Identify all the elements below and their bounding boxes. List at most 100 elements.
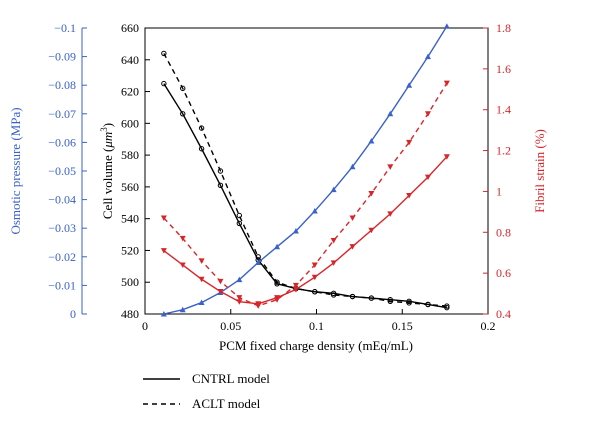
series-point-0 (236, 220, 243, 227)
series-point-4 (292, 282, 299, 289)
series-point-2 (330, 186, 337, 193)
series-point-2 (292, 228, 299, 234)
series-point-1 (406, 300, 412, 306)
series-point-2 (274, 243, 281, 250)
series-point-3 (198, 276, 205, 283)
series-point-2 (179, 306, 186, 313)
series-point-4 (274, 297, 281, 303)
series-point-4 (217, 278, 224, 285)
series-point-4 (198, 258, 205, 264)
osmotic-tick-label: −0.05 (48, 164, 76, 178)
series-point-3 (406, 193, 413, 199)
fibril-strain-axis-label: Fibril strain (%) (532, 129, 547, 213)
fibril-strain-axis-ticks: 0.4 0.6 0.8 1 1.2 1.4 1.6 1.8 (483, 21, 511, 321)
fibril-strain-tick-label: 0.6 (496, 266, 511, 280)
series-point-2 (198, 299, 205, 306)
plot-frame (144, 27, 489, 315)
fibril-strain-tick-label: 1.6 (496, 62, 511, 76)
fibril-strain-tick-label: 1.8 (496, 21, 511, 35)
cell-volume-label-unit: μm (100, 132, 115, 149)
cell-volume-tick-label: 520 (121, 243, 139, 257)
series-point-2 (236, 276, 243, 283)
series-point-4 (349, 215, 356, 221)
series-point-1 (274, 279, 280, 285)
series-point-1 (180, 85, 186, 92)
osmotic-axis-ticks: 0 −0.01 −0.02 −0.03 −0.04 −0.05 −0.06 −0.07 −0.0… (48, 21, 87, 321)
series-point-1 (425, 301, 431, 308)
series-point-1 (330, 292, 337, 298)
cell-volume-label-prefix: Cell volume ( (100, 148, 115, 220)
series-point-3 (292, 286, 299, 293)
series-point-1 (444, 303, 450, 309)
series-point-2 (424, 53, 431, 60)
series-point-1 (387, 298, 393, 304)
series-point-3 (387, 211, 394, 217)
series-point-4 (424, 111, 431, 117)
series-point-2 (255, 259, 262, 266)
series-point-0 (161, 80, 167, 87)
series-point-2 (368, 137, 375, 144)
series-point-3 (443, 154, 450, 160)
cell-volume-label-exp: 3 (99, 127, 109, 132)
osmotic-tick-label: −0.03 (48, 221, 76, 235)
series-line-1 (163, 53, 447, 307)
cell-volume-tick-label: 500 (121, 275, 139, 289)
series-line-2 (163, 25, 448, 315)
series-line-3 (163, 156, 448, 305)
osmotic-tick-label: −0.02 (48, 250, 76, 264)
series-point-2 (311, 208, 318, 214)
series-point-3 (424, 174, 431, 181)
cell-volume-tick-label: 640 (121, 53, 139, 67)
series-point-3 (330, 260, 337, 266)
series-point-4 (368, 190, 375, 197)
series-point-4 (387, 164, 394, 170)
series-point-2 (387, 110, 394, 117)
osmotic-tick-label: −0.1 (54, 21, 76, 35)
series-point-1 (368, 295, 375, 301)
series-point-2 (349, 163, 356, 170)
series-point-1 (161, 50, 167, 57)
legend: CNTRL model ACLT model (143, 371, 270, 411)
x-tick-label: 0.2 (481, 319, 496, 333)
fibril-strain-tick-label: 0.8 (496, 225, 511, 239)
cell-volume-label-suffix: ) (100, 123, 115, 127)
osmotic-tick-label: −0.06 (48, 135, 76, 149)
series-point-4 (179, 235, 186, 242)
cell-volume-axis-label: Cell volume (μm3) (99, 123, 115, 219)
cell-volume-axis-ticks: 480 500 520 540 560 580 600 620 640 660 (121, 21, 150, 321)
legend-label-cntrl: CNTRL model (192, 371, 270, 386)
series-point-1 (255, 254, 261, 260)
legend-label-aclt: ACLT model (192, 396, 261, 411)
series-point-3 (217, 289, 224, 295)
fibril-strain-tick-label: 1 (496, 184, 502, 198)
x-tick-label: 0 (142, 319, 148, 333)
cell-volume-tick-label: 540 (121, 212, 139, 226)
series-point-2 (443, 23, 450, 29)
osmotic-tick-label: −0.07 (48, 107, 76, 121)
fibril-strain-tick-label: 1.4 (496, 103, 511, 117)
osmotic-tick-label: −0.04 (48, 193, 76, 207)
series-point-3 (236, 299, 243, 305)
series-point-0 (198, 146, 205, 152)
series-point-1 (312, 289, 318, 295)
fibril-strain-tick-label: 1.2 (496, 144, 511, 158)
x-axis-label: PCM fixed charge density (mEq/mL) (219, 338, 413, 353)
series-point-2 (406, 82, 413, 88)
series-point-4 (160, 215, 167, 221)
osmotic-axis-label: Osmotic pressure (MPa) (8, 107, 23, 234)
series-point-0 (180, 111, 186, 117)
series-point-1 (236, 212, 243, 219)
cell-volume-tick-label: 580 (121, 148, 139, 162)
cell-volume-tick-label: 480 (121, 307, 139, 321)
series-point-3 (179, 262, 186, 268)
cell-volume-tick-label: 560 (121, 180, 139, 194)
series-point-2 (160, 311, 167, 317)
series-point-3 (349, 244, 356, 250)
osmotic-tick-label: −0.01 (48, 278, 76, 292)
x-tick-label: 0.05 (220, 319, 241, 333)
x-tick-label: 0.1 (309, 319, 324, 333)
series-point-0 (217, 182, 224, 189)
series-point-1 (198, 125, 205, 131)
series-line-0 (163, 83, 447, 309)
